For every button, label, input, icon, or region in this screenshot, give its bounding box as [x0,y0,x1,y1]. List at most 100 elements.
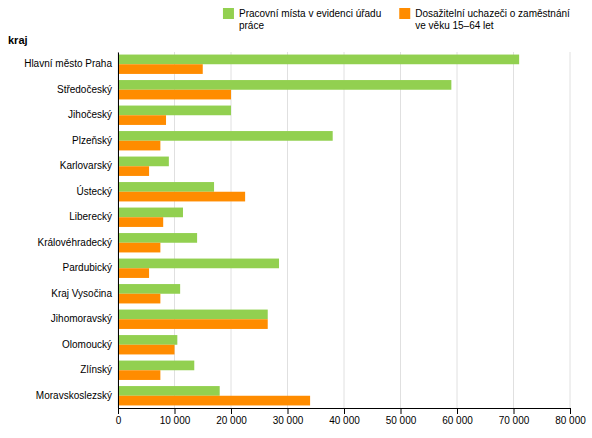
tick-label: 50 000 [386,415,417,426]
tick: 80 000 [555,408,586,426]
grid-line [231,52,232,408]
bar [118,80,451,90]
bar-series [118,64,310,405]
bar [118,182,214,192]
chart: 0 10 000 20 000 30 000 40 000 50 000 60 000 70 … [0,0,592,438]
legend-swatch [223,8,234,19]
bars [118,55,519,406]
tick: Ústecký [76,185,112,197]
bar [118,90,231,100]
bar [118,370,160,380]
tick-mark [231,408,232,414]
tick: 50 000 [386,408,417,426]
legend-label: Pracovní místa v evidenci úřadupráce [239,8,381,31]
bar [118,217,163,227]
tick-mark [570,408,571,414]
tick-label: Jihočeský [68,109,112,120]
grid-line [570,52,571,408]
tick-label: 40 000 [329,415,360,426]
tick: Karlovarský [60,160,112,171]
bar [118,386,220,396]
tick: 0 [116,408,122,426]
tick: 20 000 [216,408,247,426]
tick-label: Jihomoravský [51,313,112,324]
bar [118,115,166,125]
bar [118,141,160,151]
tick: Moravskoslezský [36,390,112,401]
tick-label: Moravskoslezský [36,390,112,401]
grid-line [174,52,175,408]
bar [118,131,333,141]
tick: Plzeňský [72,135,112,146]
bar [118,284,180,294]
bar-series [118,55,519,396]
tick: Středočeský [57,84,112,95]
tick: 70 000 [499,408,530,426]
tick: Královéhradecký [38,237,112,248]
bar [118,345,175,355]
tick: Pardubický [63,262,112,273]
legend: Pracovní místa v evidenci úřadupráce Dosa… [223,8,570,31]
tick-label: Ústecký [76,185,112,197]
tick-label: Olomoucký [62,339,112,350]
bar [118,55,519,65]
axis-title: kraj [8,34,28,46]
bar [118,192,245,202]
y-axis: Moravskoslezský Zlínský Olomoucký Jihomorav… [24,53,118,409]
tick-mark [344,408,345,414]
tick: 40 000 [329,408,360,426]
grid-line [400,52,401,408]
bar [118,396,310,406]
tick-label: 60 000 [442,415,473,426]
axis-domain [119,409,571,415]
grid-line [513,52,514,408]
bar [118,319,268,329]
tick-label: 70 000 [499,415,530,426]
bar [118,294,160,304]
tick-mark [457,408,458,414]
tick-label: 30 000 [273,415,304,426]
legend-entry: Pracovní místa v evidenci úřadupráce [223,8,381,31]
grid-line [344,52,345,408]
bar [118,233,197,243]
tick-label: Královéhradecký [38,237,112,248]
tick-label: Liberecký [69,211,112,222]
plot: 0 10 000 20 000 30 000 40 000 50 000 60 000 70 … [24,52,586,426]
tick: 10 000 [160,408,191,426]
bar [118,166,149,176]
grid-line [287,52,288,408]
tick-label: 0 [116,415,122,426]
tick: Jihočeský [68,109,112,120]
tick-label: Středočeský [57,84,112,95]
bar [118,64,203,74]
x-axis: 0 10 000 20 000 30 000 40 000 50 000 60 000 70 … [116,408,587,426]
grid-line [118,52,119,408]
bar [118,243,160,253]
tick: Olomoucký [62,339,112,350]
bar [118,259,279,269]
tick-label: Kraj Vysočina [51,288,112,299]
bar [118,310,268,320]
tick-label: Pardubický [63,262,112,273]
tick: 60 000 [442,408,473,426]
bar [118,208,183,218]
tick-label: 80 000 [555,415,586,426]
tick: 30 000 [273,408,304,426]
tick-mark [288,408,289,414]
tick-label: Hlavní město Praha [24,58,112,69]
legend-entry: Dosažitelní uchazeči o zaměstnáníve věku… [399,8,570,31]
legend-label: Dosažitelní uchazeči o zaměstnáníve věku… [415,8,570,31]
tick-mark [175,408,176,414]
bar [118,361,194,371]
tick: Hlavní město Praha [24,58,112,69]
bar [118,157,169,167]
grid [118,52,570,408]
tick: Zlínský [80,364,112,375]
tick-label: Plzeňský [72,135,112,146]
tick-label: Zlínský [80,364,112,375]
tick: Liberecký [69,211,112,222]
tick-mark [514,408,515,414]
legend-swatch [399,8,410,19]
tick-mark [401,408,402,414]
tick: Kraj Vysočina [51,288,112,299]
